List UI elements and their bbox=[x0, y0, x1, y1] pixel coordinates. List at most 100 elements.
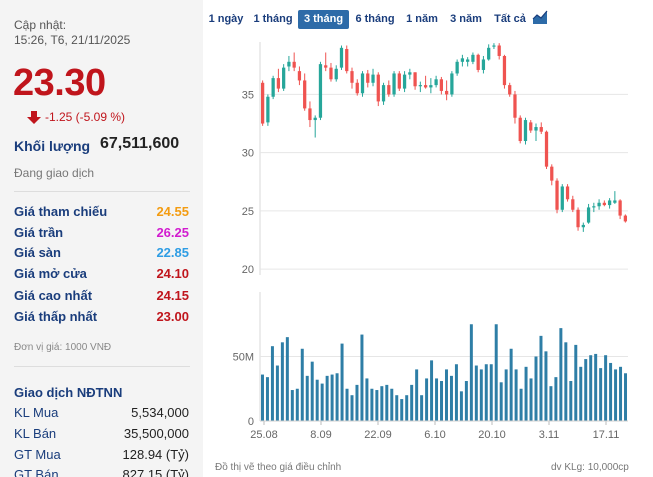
volume-bar bbox=[275, 365, 279, 421]
candle-body bbox=[565, 186, 570, 200]
trading-status: Đang giao dịch bbox=[14, 166, 95, 180]
volume-bar bbox=[335, 373, 339, 421]
volume-bar bbox=[589, 355, 593, 421]
price-change: -1.25 (-5.09 %) bbox=[45, 110, 126, 124]
volume-bar bbox=[594, 353, 598, 421]
price-row-open: Giá mở cửa 24.10 bbox=[14, 266, 189, 284]
candle-body bbox=[571, 199, 575, 210]
candle-body bbox=[292, 61, 296, 68]
candle-body bbox=[560, 186, 564, 210]
volume-bar bbox=[479, 369, 483, 421]
candle-body bbox=[534, 127, 538, 131]
volume-bar bbox=[444, 369, 448, 421]
volume-bar bbox=[489, 364, 493, 421]
candle-body bbox=[276, 78, 281, 89]
divider bbox=[14, 191, 190, 192]
candle-body bbox=[303, 80, 307, 109]
volume-bar bbox=[574, 344, 578, 421]
area-chart-icon[interactable] bbox=[532, 10, 548, 25]
volume-bar bbox=[454, 364, 458, 421]
price-row-floor: Giá sàn 22.85 bbox=[14, 245, 189, 263]
candle-body bbox=[508, 85, 512, 95]
price-tick-label: 30 bbox=[242, 148, 254, 160]
volume-bar bbox=[604, 355, 608, 421]
volume-bar bbox=[524, 366, 528, 421]
price-row-reference: Giá tham chiếu 24.55 bbox=[14, 204, 189, 222]
tab-3-years[interactable]: 3 năm bbox=[450, 13, 482, 25]
tab-1-month[interactable]: 1 tháng bbox=[253, 13, 293, 25]
volume-bar bbox=[484, 364, 488, 421]
volume-bar bbox=[554, 377, 558, 421]
volume-tick-label: 50M bbox=[233, 352, 254, 364]
volume-bar bbox=[599, 368, 603, 421]
candle-body bbox=[339, 47, 344, 68]
candle-body bbox=[376, 74, 380, 102]
price-row-value: 23.00 bbox=[156, 309, 189, 324]
candle-body bbox=[502, 55, 507, 86]
volume-bar bbox=[614, 369, 618, 421]
updated-time: 15:26, T6, 21/11/2025 bbox=[14, 33, 131, 47]
tab-all[interactable]: Tất cả bbox=[494, 13, 526, 25]
foreign-row-value: 5,534,000 bbox=[131, 405, 189, 420]
candle-body bbox=[550, 166, 554, 181]
price-row-value: 26.25 bbox=[156, 225, 189, 240]
volume-bar bbox=[370, 388, 374, 421]
volume-bar bbox=[315, 379, 319, 421]
volume-bar bbox=[430, 360, 434, 421]
candle-body bbox=[287, 61, 291, 67]
price-row-value: 24.15 bbox=[156, 288, 189, 303]
candle-body bbox=[523, 120, 528, 142]
candle-body bbox=[334, 68, 338, 80]
price-tick-label: 25 bbox=[242, 206, 254, 218]
volume-bar bbox=[469, 324, 473, 421]
candle-body bbox=[408, 72, 412, 75]
price-row-label: Giá cao nhất bbox=[14, 288, 93, 303]
volume-bar bbox=[305, 375, 309, 421]
candle-body bbox=[434, 79, 438, 86]
price-row-label: Giá tham chiếu bbox=[14, 204, 108, 219]
volume-bar bbox=[365, 378, 369, 421]
volume-bar bbox=[340, 343, 344, 421]
volume-label: Khối lượng bbox=[14, 138, 91, 154]
tab-6-months[interactable]: 6 tháng bbox=[355, 13, 395, 25]
tab-3-months[interactable]: 3 tháng bbox=[298, 10, 349, 29]
candle-body bbox=[623, 215, 628, 222]
price-unit-note: Đơn vị giá: 1000 VNĐ bbox=[14, 342, 112, 353]
candle-body bbox=[607, 200, 612, 206]
volume-bar bbox=[549, 386, 553, 421]
foreign-row: GT Mua 128.94 (Tỷ) bbox=[14, 447, 189, 465]
candle-body bbox=[529, 122, 533, 131]
price-row-low: Giá thấp nhất 23.00 bbox=[14, 309, 189, 327]
candle-body bbox=[366, 73, 370, 83]
volume-bar bbox=[260, 374, 264, 421]
candle-body bbox=[360, 73, 365, 94]
volume-bar bbox=[390, 388, 394, 421]
candle-body bbox=[618, 200, 622, 216]
volume-bar bbox=[395, 395, 399, 421]
volume-bar bbox=[569, 381, 573, 421]
current-price: 23.30 bbox=[13, 62, 106, 104]
updated-label: Cập nhật: bbox=[14, 18, 67, 32]
candle-body bbox=[324, 65, 328, 68]
foreign-row-label: GT Mua bbox=[14, 447, 61, 462]
tab-1-year[interactable]: 1 năm bbox=[406, 13, 438, 25]
candle-body bbox=[345, 48, 349, 72]
candle-body bbox=[429, 85, 433, 88]
foreign-trading-title: Giao dịch NĐTNN bbox=[14, 385, 123, 400]
volume-bar bbox=[405, 395, 409, 421]
volume-bar bbox=[514, 369, 518, 421]
candle-body bbox=[318, 64, 323, 118]
tab-1-day[interactable]: 1 ngày bbox=[208, 13, 244, 25]
candle-body bbox=[355, 82, 359, 94]
candle-body bbox=[476, 54, 480, 70]
candle-body bbox=[539, 127, 543, 132]
candle-body bbox=[260, 82, 265, 124]
volume-bar bbox=[425, 378, 429, 421]
volume-bar bbox=[330, 374, 334, 421]
candle-body bbox=[466, 59, 470, 62]
volume-bar bbox=[300, 348, 304, 421]
x-tick-label: 3.11 bbox=[539, 429, 560, 441]
candle-body bbox=[371, 74, 375, 83]
candle-body bbox=[329, 67, 333, 80]
volume-bar bbox=[584, 359, 588, 421]
